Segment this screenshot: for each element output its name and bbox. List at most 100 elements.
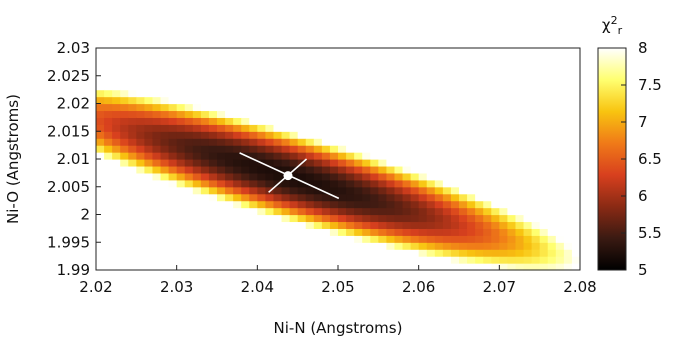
heatmap-cell [370, 138, 379, 146]
heatmap-cell [418, 165, 428, 174]
heatmap-cell [192, 48, 202, 56]
heatmap-cell [442, 159, 452, 167]
heatmap-cell [329, 186, 339, 195]
heatmap-cell [354, 82, 363, 91]
heatmap-cell [394, 75, 404, 84]
heatmap-cell [571, 207, 581, 216]
heatmap-cell [321, 256, 331, 264]
heatmap-cell [555, 263, 565, 271]
heatmap-cell [394, 235, 404, 243]
heatmap-cell [523, 235, 533, 243]
heatmap-cell [112, 89, 121, 98]
heatmap-cell [184, 193, 194, 202]
heatmap-cell [459, 103, 468, 112]
heatmap-cell [563, 165, 573, 174]
heatmap-cell [168, 207, 178, 216]
heatmap-cell [483, 138, 492, 146]
heatmap-cell [184, 179, 194, 188]
heatmap-cell [515, 110, 525, 118]
heatmap-cell [217, 193, 226, 202]
heatmap-cell [152, 207, 162, 216]
heatmap-cell [265, 103, 275, 112]
heatmap-cell [305, 75, 315, 84]
heatmap-cell [483, 193, 492, 202]
heatmap-cell [346, 193, 355, 202]
heatmap-cell [104, 193, 113, 202]
heatmap-cell [321, 235, 331, 243]
heatmap-cell [160, 96, 170, 105]
heatmap-cell [233, 165, 242, 174]
heatmap-cell [459, 89, 468, 98]
heatmap-cell [491, 249, 500, 257]
colorbar-tick-label: 6 [638, 187, 648, 205]
heatmap-cell [475, 138, 484, 146]
heatmap-cell [362, 152, 371, 160]
heatmap-cell [225, 186, 234, 195]
heatmap-cell [297, 54, 307, 63]
heatmap-cell [257, 235, 266, 243]
heatmap-cell [96, 179, 105, 188]
heatmap-cell [571, 242, 581, 250]
heatmap-cell [426, 96, 436, 105]
heatmap-cell [555, 61, 565, 70]
heatmap-cell [555, 249, 565, 257]
heatmap-cell [265, 193, 275, 202]
heatmap-cell [410, 138, 420, 146]
heatmap-cell [459, 131, 468, 139]
heatmap-cell [531, 103, 541, 112]
heatmap-cell [563, 207, 573, 216]
heatmap-cell [233, 221, 242, 229]
heatmap-cell [120, 193, 129, 202]
heatmap-cell [483, 54, 492, 63]
heatmap-cell [160, 214, 170, 223]
heatmap-cell [378, 159, 387, 167]
heatmap-cell [467, 145, 476, 153]
heatmap-cell [152, 145, 162, 153]
heatmap-cell [539, 117, 549, 125]
heatmap-cell [338, 124, 347, 132]
heatmap-cell [144, 124, 154, 132]
heatmap-cell [338, 131, 347, 139]
heatmap-cell [265, 221, 275, 229]
heatmap-cell [346, 82, 355, 91]
heatmap-cell [176, 235, 186, 243]
heatmap-cell [531, 145, 541, 153]
heatmap-cell [152, 82, 162, 91]
heatmap-cell [281, 263, 291, 271]
heatmap-cell [418, 221, 428, 229]
heatmap-cell [499, 145, 508, 153]
heatmap-cell [265, 131, 275, 139]
heatmap-cell [370, 82, 379, 91]
y-tick-label: 2.015 [47, 122, 90, 140]
heatmap-cell [386, 124, 396, 132]
heatmap-cell [168, 221, 178, 229]
heatmap-cell [426, 228, 436, 236]
heatmap-cell [168, 96, 178, 105]
heatmap-cell [571, 75, 581, 84]
heatmap-cell [531, 96, 541, 105]
heatmap-cell [539, 124, 549, 132]
heatmap-cell [507, 235, 517, 243]
heatmap-cell [136, 256, 145, 264]
heatmap-cell [176, 82, 186, 91]
heatmap-cell [297, 256, 307, 264]
heatmap-cell [378, 82, 387, 91]
heatmap-cell [273, 186, 283, 195]
heatmap-cell [434, 207, 444, 216]
heatmap-cell [217, 138, 226, 146]
heatmap-cell [297, 68, 307, 77]
heatmap-cell [200, 214, 210, 223]
heatmap-cell [442, 152, 452, 160]
heatmap-cell [338, 193, 347, 202]
heatmap-cell [321, 103, 331, 112]
heatmap-cell [273, 54, 283, 63]
heatmap-cell [144, 54, 154, 63]
heatmap-cell [152, 228, 162, 236]
heatmap-cell [362, 159, 371, 167]
heatmap-cell [402, 124, 412, 132]
heatmap-cell [305, 110, 315, 118]
heatmap-cell [297, 200, 307, 209]
heatmap-cell [192, 68, 202, 77]
heatmap-cell [531, 172, 541, 181]
heatmap-cell [410, 103, 420, 112]
